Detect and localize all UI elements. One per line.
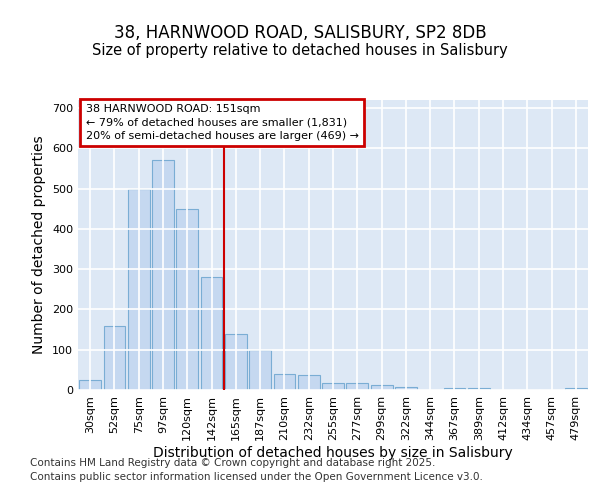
Bar xyxy=(371,385,392,390)
Bar xyxy=(298,374,320,390)
Bar xyxy=(395,387,417,390)
Bar xyxy=(249,350,271,390)
Bar xyxy=(152,160,174,390)
Text: Contains public sector information licensed under the Open Government Licence v3: Contains public sector information licen… xyxy=(30,472,483,482)
Text: Contains HM Land Registry data © Crown copyright and database right 2025.: Contains HM Land Registry data © Crown c… xyxy=(30,458,436,468)
X-axis label: Distribution of detached houses by size in Salisbury: Distribution of detached houses by size … xyxy=(153,446,513,460)
Bar xyxy=(225,334,247,390)
Bar xyxy=(274,374,295,390)
Bar xyxy=(176,209,198,390)
Bar xyxy=(128,188,149,390)
Bar xyxy=(565,388,587,390)
Bar xyxy=(79,380,101,390)
Bar xyxy=(322,383,344,390)
Bar xyxy=(468,388,490,390)
Text: 38, HARNWOOD ROAD, SALISBURY, SP2 8DB: 38, HARNWOOD ROAD, SALISBURY, SP2 8DB xyxy=(113,24,487,42)
Bar xyxy=(104,326,125,390)
Text: 38 HARNWOOD ROAD: 151sqm
← 79% of detached houses are smaller (1,831)
20% of sem: 38 HARNWOOD ROAD: 151sqm ← 79% of detach… xyxy=(86,104,359,141)
Bar xyxy=(443,388,466,390)
Bar xyxy=(346,383,368,390)
Text: Size of property relative to detached houses in Salisbury: Size of property relative to detached ho… xyxy=(92,42,508,58)
Bar xyxy=(200,277,223,390)
Y-axis label: Number of detached properties: Number of detached properties xyxy=(32,136,46,354)
